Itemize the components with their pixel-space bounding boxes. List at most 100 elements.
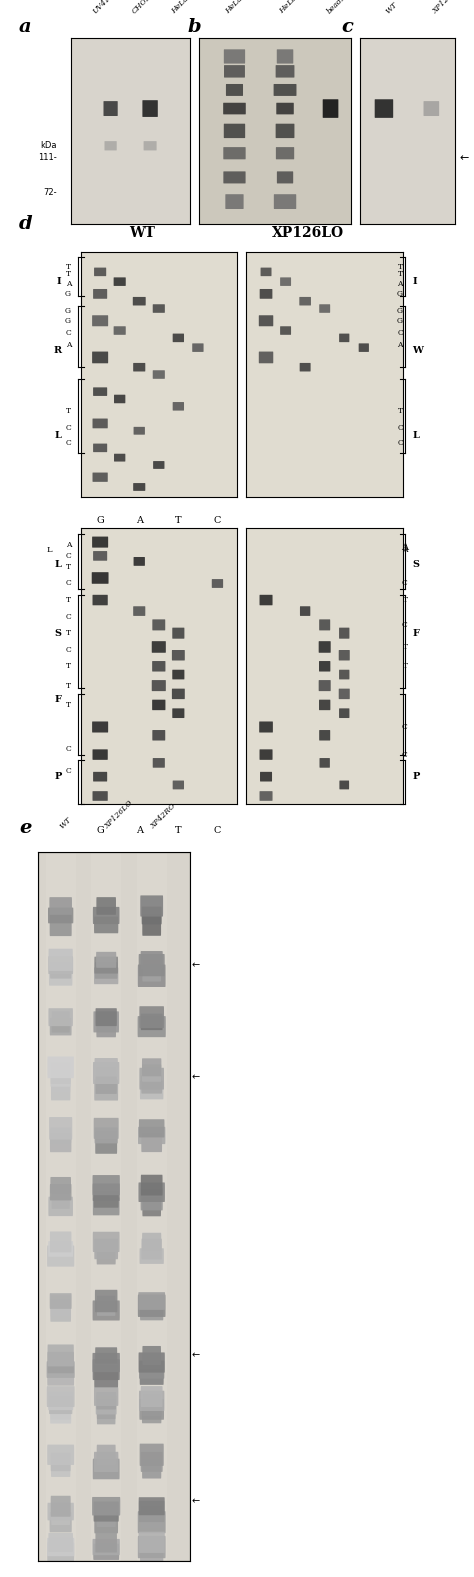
- FancyBboxPatch shape: [359, 344, 369, 352]
- FancyBboxPatch shape: [47, 1246, 74, 1266]
- FancyBboxPatch shape: [50, 1017, 72, 1036]
- FancyBboxPatch shape: [51, 1495, 71, 1517]
- Text: R: R: [54, 345, 62, 355]
- FancyBboxPatch shape: [339, 650, 350, 661]
- FancyBboxPatch shape: [138, 1295, 165, 1317]
- FancyBboxPatch shape: [259, 315, 273, 326]
- FancyBboxPatch shape: [48, 956, 73, 975]
- FancyBboxPatch shape: [94, 916, 118, 934]
- FancyBboxPatch shape: [51, 1077, 70, 1093]
- FancyBboxPatch shape: [133, 483, 146, 490]
- FancyBboxPatch shape: [139, 1497, 164, 1515]
- Text: G: G: [96, 826, 104, 836]
- FancyBboxPatch shape: [93, 1232, 119, 1252]
- Text: ←: ←: [460, 153, 469, 162]
- FancyBboxPatch shape: [96, 1396, 117, 1415]
- FancyBboxPatch shape: [49, 1396, 73, 1415]
- Text: 111-: 111-: [38, 153, 57, 162]
- Text: C: C: [65, 330, 71, 337]
- FancyBboxPatch shape: [141, 1175, 163, 1195]
- FancyBboxPatch shape: [141, 1238, 162, 1260]
- FancyBboxPatch shape: [93, 1011, 119, 1033]
- FancyBboxPatch shape: [93, 1459, 119, 1479]
- Text: WT: WT: [58, 815, 73, 830]
- FancyBboxPatch shape: [224, 170, 245, 185]
- FancyBboxPatch shape: [153, 304, 165, 312]
- FancyBboxPatch shape: [339, 781, 349, 790]
- FancyBboxPatch shape: [142, 1404, 162, 1424]
- Text: T: T: [402, 596, 408, 604]
- Text: CHO9: CHO9: [130, 0, 153, 16]
- Text: C: C: [397, 330, 403, 337]
- Bar: [91, 852, 121, 1561]
- FancyBboxPatch shape: [50, 1293, 72, 1309]
- FancyBboxPatch shape: [300, 606, 310, 617]
- FancyBboxPatch shape: [142, 1233, 161, 1251]
- FancyBboxPatch shape: [51, 1509, 70, 1525]
- Text: a: a: [19, 17, 32, 36]
- FancyBboxPatch shape: [92, 1539, 120, 1555]
- Bar: [137, 852, 167, 1561]
- FancyBboxPatch shape: [93, 907, 119, 924]
- FancyBboxPatch shape: [261, 268, 272, 276]
- Text: G: G: [65, 308, 71, 315]
- FancyBboxPatch shape: [114, 326, 126, 334]
- FancyBboxPatch shape: [138, 965, 165, 987]
- FancyBboxPatch shape: [339, 334, 349, 342]
- FancyBboxPatch shape: [94, 268, 106, 276]
- FancyBboxPatch shape: [225, 194, 244, 208]
- FancyBboxPatch shape: [51, 1460, 70, 1478]
- FancyBboxPatch shape: [51, 1452, 71, 1471]
- Text: T: T: [66, 681, 71, 689]
- FancyBboxPatch shape: [97, 1445, 116, 1465]
- FancyBboxPatch shape: [50, 913, 72, 937]
- FancyBboxPatch shape: [339, 670, 349, 680]
- FancyBboxPatch shape: [134, 427, 145, 435]
- Text: WT: WT: [129, 226, 155, 240]
- FancyBboxPatch shape: [172, 628, 184, 639]
- Text: C: C: [397, 438, 403, 446]
- FancyBboxPatch shape: [95, 1290, 118, 1312]
- FancyBboxPatch shape: [153, 759, 165, 768]
- FancyBboxPatch shape: [172, 689, 185, 699]
- Text: L: L: [55, 560, 62, 569]
- FancyBboxPatch shape: [94, 1238, 118, 1260]
- FancyBboxPatch shape: [152, 730, 165, 741]
- FancyBboxPatch shape: [48, 908, 73, 923]
- FancyBboxPatch shape: [93, 1544, 119, 1560]
- FancyBboxPatch shape: [153, 460, 164, 468]
- FancyBboxPatch shape: [142, 101, 158, 117]
- FancyBboxPatch shape: [152, 661, 165, 672]
- FancyBboxPatch shape: [143, 1394, 161, 1416]
- FancyBboxPatch shape: [51, 1295, 71, 1317]
- FancyBboxPatch shape: [93, 388, 107, 396]
- FancyBboxPatch shape: [138, 1353, 165, 1372]
- FancyBboxPatch shape: [92, 1183, 120, 1202]
- Text: C: C: [65, 612, 71, 621]
- Text: T: T: [66, 407, 71, 415]
- FancyBboxPatch shape: [138, 1292, 165, 1310]
- FancyBboxPatch shape: [172, 670, 184, 680]
- FancyBboxPatch shape: [138, 1128, 165, 1143]
- FancyBboxPatch shape: [173, 781, 184, 790]
- Text: C: C: [214, 516, 221, 525]
- FancyBboxPatch shape: [142, 907, 162, 924]
- Text: C: C: [402, 722, 408, 732]
- FancyBboxPatch shape: [138, 1183, 165, 1202]
- Text: A: A: [65, 341, 71, 349]
- FancyBboxPatch shape: [95, 1533, 117, 1552]
- FancyBboxPatch shape: [50, 962, 71, 979]
- Text: T: T: [175, 516, 182, 525]
- FancyBboxPatch shape: [95, 962, 118, 979]
- Text: C: C: [402, 621, 408, 629]
- FancyBboxPatch shape: [47, 1445, 74, 1465]
- FancyBboxPatch shape: [139, 1006, 164, 1028]
- Text: T: T: [398, 270, 403, 278]
- FancyBboxPatch shape: [133, 363, 146, 372]
- FancyBboxPatch shape: [50, 1184, 72, 1200]
- Text: d: d: [19, 214, 33, 233]
- FancyBboxPatch shape: [47, 1538, 74, 1556]
- FancyBboxPatch shape: [92, 1497, 120, 1515]
- Text: L: L: [55, 431, 62, 440]
- Text: A: A: [397, 281, 403, 289]
